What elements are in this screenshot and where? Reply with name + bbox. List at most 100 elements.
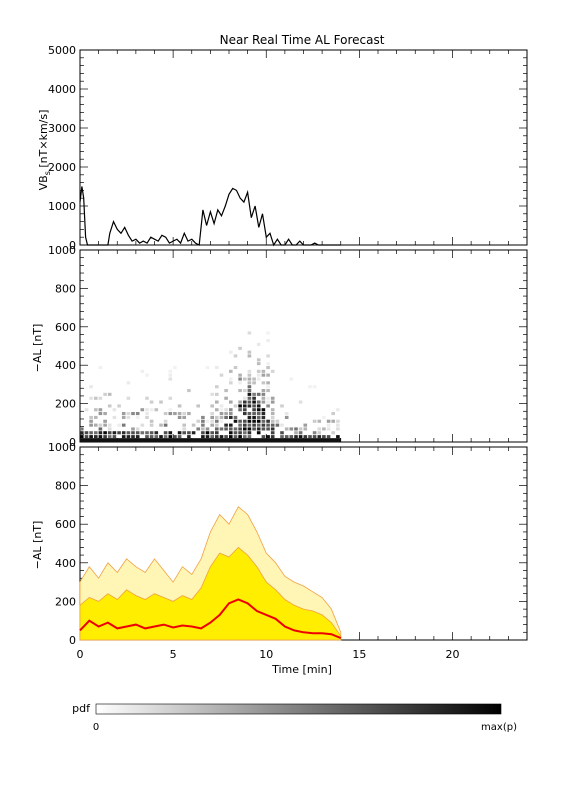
pdf-heatmap-cell xyxy=(243,396,247,400)
pdf-heatmap-cell xyxy=(224,389,228,393)
pdf-heatmap-cell xyxy=(270,419,275,423)
pdf-heatmap-cell xyxy=(149,419,154,423)
pdf-heatmap-cell xyxy=(252,419,256,423)
pdf-heatmap-cell xyxy=(270,431,275,435)
forecast-y-tick-label: 0 xyxy=(69,634,76,647)
pdf-heatmap-cell xyxy=(308,435,312,439)
pdf-heatmap-cell xyxy=(266,427,270,431)
pdf-heatmap-cell xyxy=(247,377,252,381)
pdf-heatmap-cell xyxy=(159,400,163,404)
pdf-heatmap-cell xyxy=(266,385,270,389)
vbs-y-tick-label: 3000 xyxy=(48,122,76,135)
pdf-heatmap-cell xyxy=(210,404,214,408)
pdf-heatmap-cell xyxy=(261,381,266,385)
pdf-heatmap-cell xyxy=(247,369,252,373)
pdf-heatmap-cell xyxy=(168,396,173,400)
pdf-heatmap-cell xyxy=(247,396,252,400)
pdf-heatmap-cell xyxy=(312,419,317,423)
pdf-heatmap-cell xyxy=(317,435,322,439)
pdf-heatmap-cell xyxy=(182,427,186,431)
pdf-heatmap-cell xyxy=(284,435,289,439)
pdf-heatmap-cell xyxy=(261,400,266,404)
pdf-heatmap-cell xyxy=(112,408,117,412)
pdf-heatmap-cell xyxy=(233,366,238,370)
pdf-heatmap-cell xyxy=(270,369,275,373)
pdf-heatmap-cell xyxy=(247,431,252,435)
forecast-panel: 0 200 400 600 800 1000 0 5 10 15 20 xyxy=(48,441,528,661)
pdf-heatmap-cell xyxy=(149,431,154,435)
pdf-heatmap-cell xyxy=(89,415,93,419)
pdf-y-axis-label: −AL [nT] xyxy=(31,324,44,373)
pdf-heatmap-cell xyxy=(210,419,214,423)
forecast-y-axis-label: −AL [nT] xyxy=(31,521,44,570)
pdf-y-tick-label: 0 xyxy=(69,436,76,449)
pdf-heatmap-cell xyxy=(303,435,308,439)
pdf-heatmap-cell xyxy=(187,431,191,435)
pdf-heatmap-cell xyxy=(270,423,275,427)
pdf-heatmap-cell xyxy=(112,435,117,439)
pdf-heatmap-cell xyxy=(229,381,233,385)
pdf-heatmap-cell xyxy=(266,396,270,400)
pdf-heatmap-cell xyxy=(252,423,256,427)
pdf-heatmap-cell xyxy=(247,373,252,377)
pdf-heatmap-cell xyxy=(126,435,131,439)
pdf-heatmap-cell xyxy=(256,412,261,416)
pdf-heatmap-cell xyxy=(247,354,252,358)
pdf-heatmap-cell xyxy=(247,404,252,408)
pdf-heatmap-cell xyxy=(219,408,224,412)
pdf-heatmap-cell xyxy=(243,377,247,381)
pdf-heatmap-cell xyxy=(261,412,266,416)
pdf-heatmap-cell xyxy=(247,419,252,423)
pdf-heatmap-cell xyxy=(131,435,135,439)
pdf-heatmap-cell xyxy=(336,408,340,412)
pdf-heatmap-cell xyxy=(326,435,331,439)
pdf-heatmap-cell xyxy=(219,415,224,419)
pdf-heatmap-cell xyxy=(89,435,93,439)
pdf-heatmap-cell xyxy=(280,404,284,408)
vbs-panel: 0 1000 2000 3000 4000 5000 xyxy=(48,44,528,252)
pdf-heatmap-cell xyxy=(275,423,280,427)
pdf-heatmap-cell xyxy=(266,435,270,439)
pdf-heatmap-cell xyxy=(201,431,205,435)
pdf-heatmap-cell xyxy=(256,404,261,408)
pdf-heatmap-cell xyxy=(94,408,98,412)
pdf-heatmap-cell xyxy=(126,415,131,419)
pdf-heatmap-cell xyxy=(168,431,173,435)
pdf-heatmap-cell xyxy=(163,419,168,423)
pdf-heatmap-cell xyxy=(298,400,303,404)
forecast-y-tick-label: 400 xyxy=(55,557,76,570)
pdf-heatmap-cell xyxy=(219,419,224,423)
pdf-heatmap-cell xyxy=(266,381,270,385)
pdf-heatmap-cell xyxy=(224,408,228,412)
pdf-heatmap-cell xyxy=(266,339,270,343)
pdf-heatmap-cell xyxy=(229,435,233,439)
pdf-heatmap-cell xyxy=(266,366,270,370)
pdf-heatmap-cell xyxy=(261,396,266,400)
vbs-y-tick-label: 2000 xyxy=(48,161,76,174)
pdf-heatmap-cell xyxy=(256,392,261,396)
pdf-heatmap-cell xyxy=(266,404,270,408)
pdf-heatmap-cell xyxy=(210,431,214,435)
pdf-heatmap-cell xyxy=(177,415,182,419)
vbs-y-axis-label: VBs [nT×km/s] xyxy=(37,110,52,191)
pdf-y-tick-label: 1000 xyxy=(48,244,76,257)
pdf-heatmap-cell xyxy=(98,408,103,412)
pdf-heatmap-cell xyxy=(163,412,168,416)
pdf-heatmap-cell xyxy=(261,389,266,393)
pdf-heatmap-cell xyxy=(89,385,93,389)
pdf-heatmap-cell xyxy=(289,427,294,431)
pdf-heatmap-cell xyxy=(229,415,233,419)
pdf-heatmap-cell xyxy=(173,412,177,416)
pdf-heatmap-cell xyxy=(233,419,238,423)
pdf-heatmap-cell xyxy=(252,377,256,381)
pdf-heatmap-cell xyxy=(303,427,308,431)
pdf-heatmap-cell xyxy=(205,435,210,439)
pdf-heatmap-cell xyxy=(233,404,238,408)
pdf-heatmap-cell xyxy=(94,396,98,400)
pdf-heatmap-cell xyxy=(289,435,294,439)
pdf-heatmap-cell xyxy=(177,431,182,435)
pdf-heatmap-cell xyxy=(94,435,98,439)
pdf-heatmap-cell xyxy=(238,373,242,377)
pdf-heatmap-cell xyxy=(238,408,242,412)
pdf-heatmap-cell xyxy=(80,427,84,431)
